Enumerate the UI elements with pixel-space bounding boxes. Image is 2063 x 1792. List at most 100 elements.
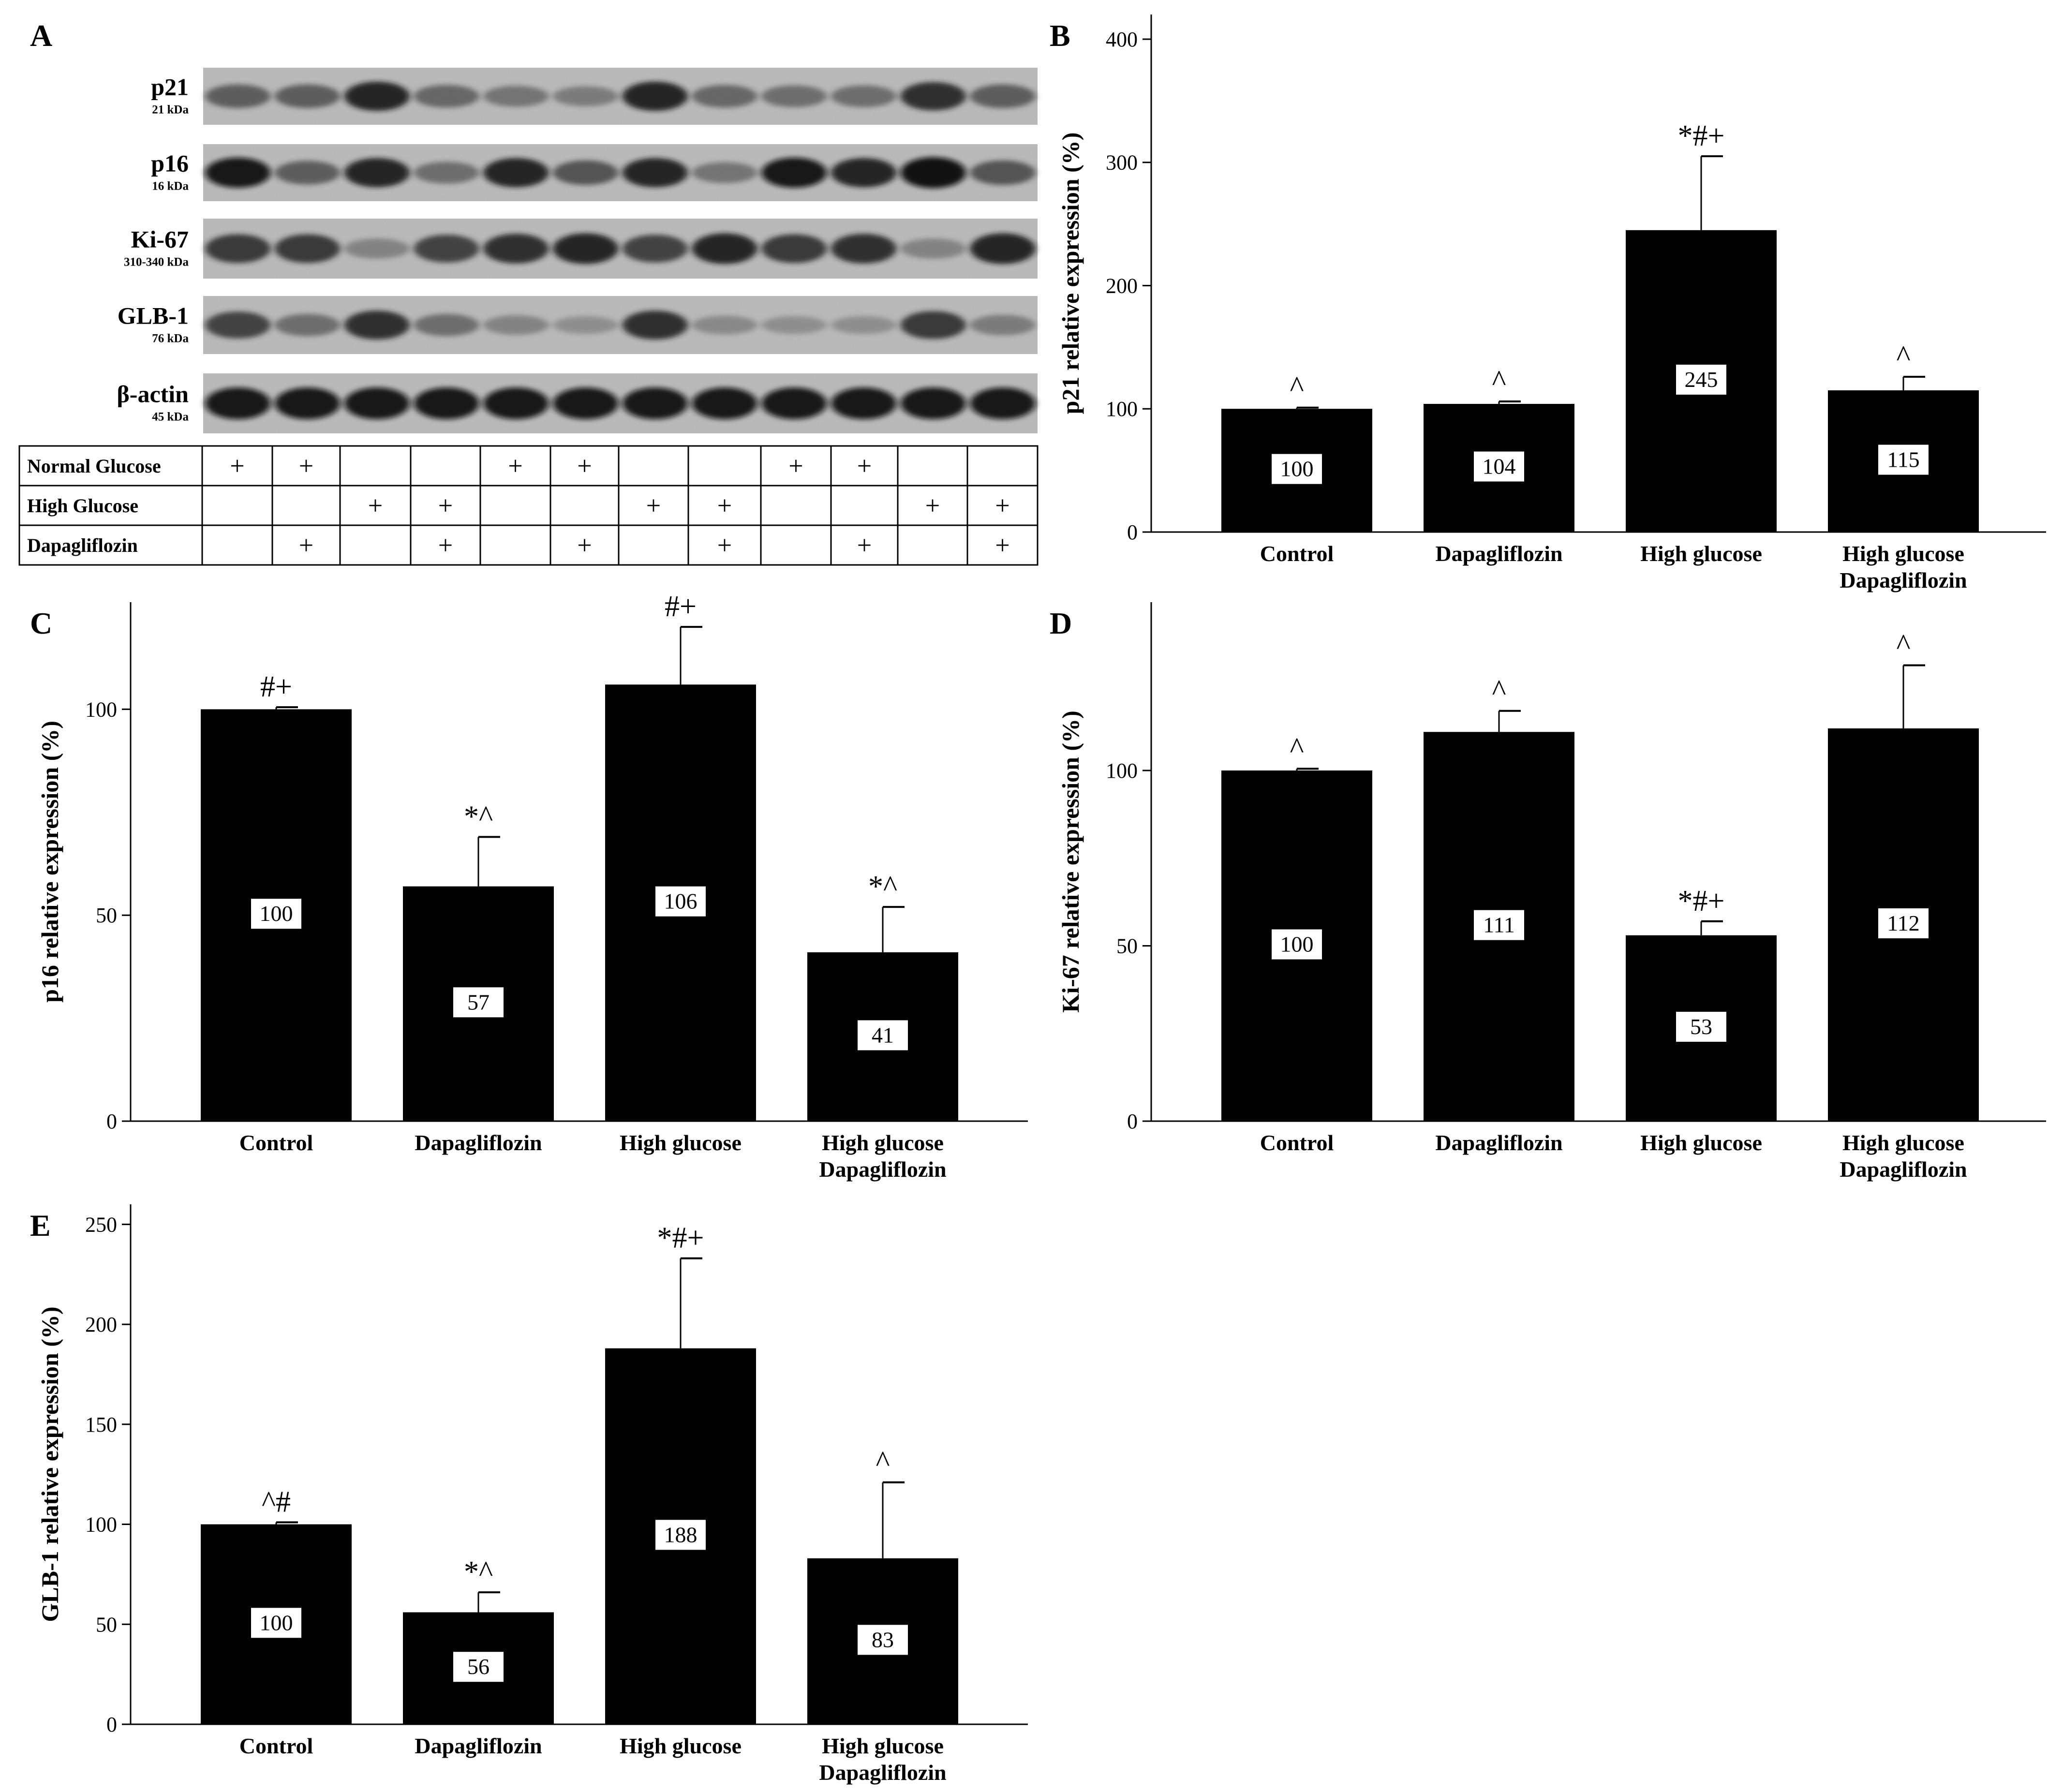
significance-marker: ^# bbox=[262, 1485, 291, 1518]
blot-band bbox=[622, 235, 688, 263]
x-category-line: Dapagliflozin bbox=[1840, 1157, 1967, 1182]
treatment-table: Normal Glucose + + + + + + High Glucose + + + + + + Da… bbox=[18, 445, 1039, 566]
y-tick-label: 50 bbox=[1116, 934, 1138, 958]
data-label-box bbox=[1272, 929, 1322, 960]
blot-band bbox=[275, 387, 341, 419]
y-tick-label: 200 bbox=[85, 1313, 117, 1336]
blot-strip-texture bbox=[203, 373, 1038, 433]
y-tick-label: 50 bbox=[96, 903, 117, 927]
data-label: 112 bbox=[1887, 911, 1919, 935]
x-category-line: Dapagliflozin bbox=[415, 1733, 542, 1758]
blot-band bbox=[761, 85, 827, 107]
blot-band bbox=[900, 387, 966, 419]
blot-band bbox=[831, 387, 897, 419]
data-label-box bbox=[251, 1608, 301, 1638]
panel-letter-b: B bbox=[1050, 18, 1070, 53]
treatment-mark: + bbox=[717, 491, 732, 520]
data-label: 100 bbox=[260, 1610, 293, 1635]
data-label: 115 bbox=[1887, 447, 1919, 472]
x-category-line: Dapagliflozin bbox=[819, 1760, 946, 1785]
blot-band bbox=[622, 311, 688, 340]
y-tick-label: 300 bbox=[1106, 151, 1138, 175]
data-label-box bbox=[1474, 451, 1524, 482]
treatment-mark: + bbox=[857, 531, 872, 560]
x-category-line: Control bbox=[239, 1733, 313, 1758]
blot-row-ki67: Ki-67 310-340 kDa bbox=[124, 219, 1038, 279]
data-label-box bbox=[1676, 364, 1726, 395]
blot-band bbox=[205, 234, 271, 263]
y-tick-label: 100 bbox=[85, 697, 117, 721]
blot-band bbox=[831, 158, 897, 188]
data-label-box bbox=[1474, 910, 1524, 940]
blot-strip-texture bbox=[203, 68, 1038, 125]
data-label: 57 bbox=[467, 990, 490, 1014]
x-category-label: Control bbox=[1260, 1130, 1334, 1155]
y-tick-label: 0 bbox=[106, 1110, 117, 1133]
significance-marker: ^ bbox=[1896, 340, 1910, 373]
blot-band bbox=[205, 157, 271, 188]
y-tick-label: 200 bbox=[1106, 274, 1138, 297]
blot-row-actin: β-actin 45 kDa bbox=[117, 373, 1038, 433]
data-label-box bbox=[1676, 1011, 1726, 1042]
x-category-label: Control bbox=[239, 1130, 313, 1155]
x-category-line: High glucose bbox=[1640, 1130, 1762, 1155]
protein-weight: 21 kDa bbox=[152, 104, 189, 117]
significance-marker: *^ bbox=[464, 800, 493, 833]
y-tick-label: 400 bbox=[1106, 28, 1138, 51]
x-category-label: Control bbox=[1260, 541, 1334, 566]
x-category-label: High glucose bbox=[1640, 1130, 1762, 1155]
x-category-line: Control bbox=[239, 1130, 313, 1155]
y-axis-label: GLB-1 relative expression (%) bbox=[36, 1306, 63, 1622]
blot-band bbox=[483, 387, 549, 419]
treatment-mark: + bbox=[857, 451, 872, 480]
blot-band bbox=[553, 387, 619, 419]
significance-marker: ^ bbox=[876, 1446, 890, 1479]
y-tick-label: 100 bbox=[1106, 759, 1138, 783]
data-label-box bbox=[655, 886, 706, 917]
blot-strip-texture bbox=[203, 296, 1038, 354]
data-label-box bbox=[1878, 444, 1929, 475]
treatment-mark: + bbox=[925, 491, 940, 520]
blot-band bbox=[900, 82, 966, 111]
blot-band bbox=[344, 158, 410, 188]
table-border bbox=[18, 445, 1039, 566]
blot-band bbox=[205, 311, 271, 339]
x-category-label: Control bbox=[239, 1733, 313, 1758]
x-category-label: High glucose bbox=[620, 1130, 742, 1155]
treatment-mark: + bbox=[717, 531, 732, 560]
blot-band bbox=[900, 238, 966, 259]
blot-band bbox=[692, 162, 757, 183]
blot-band bbox=[205, 84, 271, 108]
treatment-mark: + bbox=[577, 531, 592, 560]
treatment-mark: + bbox=[995, 491, 1009, 520]
blot-band bbox=[761, 387, 827, 419]
data-label-box bbox=[858, 1625, 908, 1655]
treatment-mark: + bbox=[788, 451, 803, 480]
protein-label: p21 bbox=[151, 74, 189, 101]
y-tick-label: 150 bbox=[85, 1413, 117, 1437]
blot-band bbox=[622, 81, 688, 111]
data-label-box bbox=[655, 1520, 706, 1550]
x-category-line: High glucose bbox=[822, 1130, 944, 1155]
x-category-label: High glucose Dapagliflozin bbox=[819, 1130, 946, 1182]
x-category-line: High glucose bbox=[620, 1733, 742, 1758]
x-category-line: Control bbox=[1260, 1130, 1334, 1155]
blot-band bbox=[205, 387, 271, 419]
treatment-mark: + bbox=[577, 451, 592, 480]
protein-weight: 45 kDa bbox=[152, 411, 189, 424]
x-category-label: High glucose Dapagliflozin bbox=[819, 1733, 946, 1785]
data-label: 100 bbox=[260, 901, 293, 926]
chart-c: 0 50 100 p16 relative expression (%) #+ 100 Co… bbox=[36, 590, 1028, 1182]
chart-b: 0 100 200 300 400 p21 relative expression (%)… bbox=[1057, 15, 2046, 592]
bar-chart-panels: 0 100 200 300 400 p21 relative expression (%)… bbox=[36, 15, 2046, 1785]
data-label: 100 bbox=[1280, 932, 1314, 957]
significance-marker: ^ bbox=[1896, 629, 1910, 662]
blot-strip-texture bbox=[203, 219, 1038, 279]
data-label: 100 bbox=[1280, 457, 1314, 481]
y-axis-label: p21 relative expression (%) bbox=[1057, 133, 1084, 415]
treatment-label: Dapagliflozin bbox=[27, 534, 138, 556]
significance-marker: *#+ bbox=[657, 1222, 704, 1255]
significance-marker: *#+ bbox=[1678, 119, 1725, 152]
x-category-label: Dapagliflozin bbox=[415, 1733, 542, 1758]
blot-band bbox=[483, 86, 549, 107]
